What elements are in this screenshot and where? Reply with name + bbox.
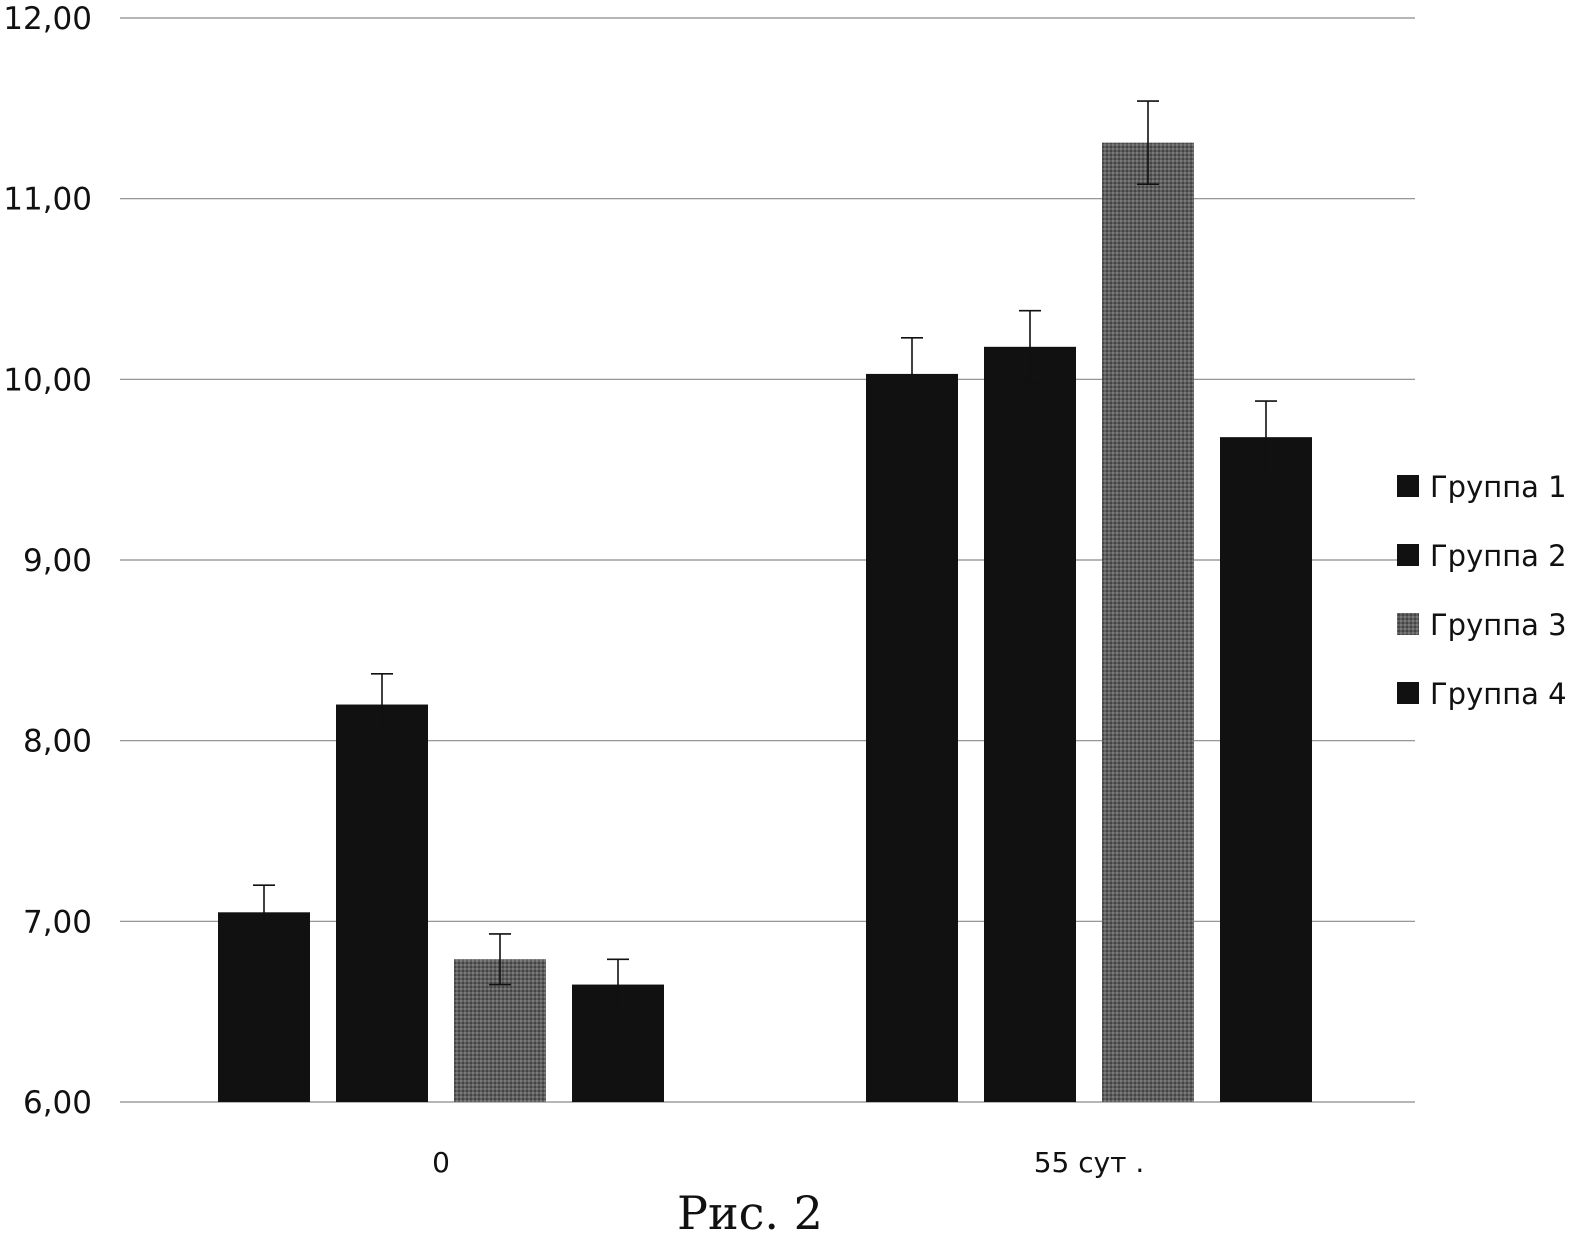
y-tick-label: 6,00 xyxy=(23,1085,92,1121)
bar xyxy=(984,346,1076,1102)
legend-swatch xyxy=(1397,613,1419,635)
figure-caption: Рис. 2 xyxy=(677,1186,823,1240)
y-tick-label: 7,00 xyxy=(23,904,92,940)
y-tick-label: 11,00 xyxy=(3,182,92,218)
error-bars xyxy=(253,100,1277,1011)
legend-label: Группа 1 xyxy=(1430,470,1567,504)
legend-swatch xyxy=(1397,475,1419,497)
y-tick-label: 8,00 xyxy=(23,724,92,760)
y-tick-label: 9,00 xyxy=(23,543,92,579)
bar xyxy=(336,704,428,1102)
legend-swatch xyxy=(1397,682,1419,704)
gridlines xyxy=(120,17,1415,1103)
y-tick-label: 10,00 xyxy=(3,362,92,398)
bars xyxy=(218,142,1312,1102)
legend-label: Группа 2 xyxy=(1430,539,1567,573)
bar-chart: 6,00 7,00 8,00 9,00 10,00 11,00 12,00 0 55 сут … xyxy=(3,1,1567,1179)
x-axis-categories: 0 55 сут . xyxy=(432,1146,1144,1179)
legend-label: Группа 3 xyxy=(1430,608,1567,642)
bar xyxy=(1102,142,1194,1102)
x-category-label: 55 сут . xyxy=(1034,1146,1145,1179)
legend-label: Группа 4 xyxy=(1430,677,1567,711)
y-axis-ticks: 6,00 7,00 8,00 9,00 10,00 11,00 12,00 xyxy=(3,1,92,1121)
bar xyxy=(1220,437,1312,1102)
x-category-label: 0 xyxy=(432,1146,450,1179)
legend: Группа 1 Группа 2 Группа 3 Группа 4 xyxy=(1397,470,1567,711)
y-tick-label: 12,00 xyxy=(3,1,92,37)
bar xyxy=(218,912,310,1102)
bar xyxy=(866,373,958,1102)
legend-swatch xyxy=(1397,544,1419,566)
